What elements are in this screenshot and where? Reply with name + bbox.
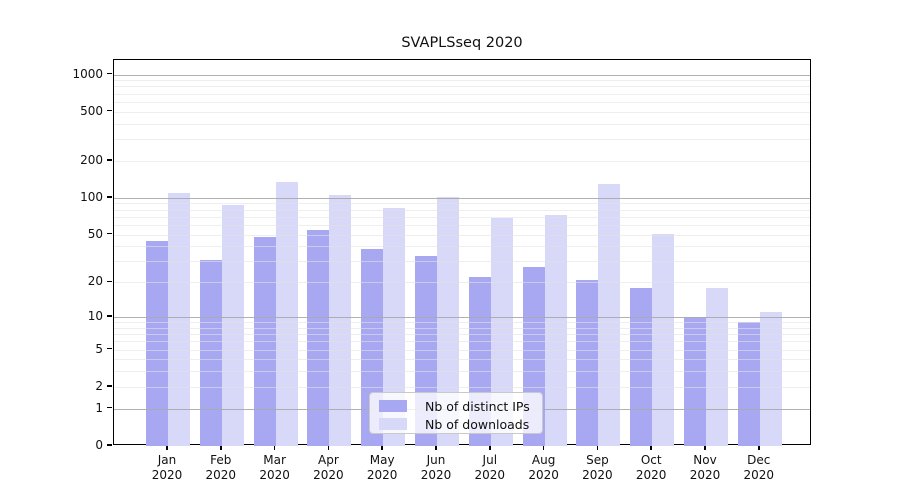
- x-tick-mark: [273, 445, 276, 450]
- y-tick-mark: [107, 232, 112, 235]
- x-tick-mark: [704, 445, 706, 450]
- legend-label: Nb of downloads: [425, 416, 530, 432]
- y-tick-label: 500: [80, 103, 103, 118]
- bar-downloads-sep: [598, 183, 621, 446]
- y-tick-label: 5: [95, 341, 103, 356]
- x-tick-label: Jul 2020: [474, 453, 506, 482]
- y-tick-mark: [107, 315, 112, 317]
- x-tick-label: Nov 2020: [689, 453, 721, 482]
- bar-downloads-dec: [759, 312, 782, 446]
- y-tick-label: 0: [95, 438, 103, 452]
- legend-label: Nb of distinct IPs: [425, 398, 530, 414]
- y-tick-label: 10: [87, 309, 103, 324]
- x-tick-label: Feb 2020: [205, 453, 237, 482]
- x-tick-mark: [596, 445, 599, 450]
- x-tick-label: Dec 2020: [743, 453, 775, 482]
- legend-entry: Nb of distinct IPs: [379, 398, 533, 414]
- bar-downloads-aug: [544, 214, 567, 446]
- bar-downloads-feb: [221, 204, 244, 446]
- bar-ips-sep: [576, 279, 599, 446]
- bar-downloads-jul: [490, 218, 513, 446]
- y-tick-label: 50: [87, 226, 103, 241]
- y-tick-mark: [107, 385, 112, 387]
- y-tick-mark: [107, 196, 112, 198]
- legend: Nb of distinct IPs Nb of downloads: [369, 392, 543, 434]
- y-tick-mark: [107, 347, 112, 350]
- bar-ips-dec: [737, 322, 760, 446]
- plot-area: [113, 59, 811, 446]
- y-tick-label: 1000: [72, 66, 103, 81]
- x-tick-label: Mar 2020: [259, 453, 290, 482]
- y-tick-label: 1: [95, 400, 103, 415]
- y-tick-label: 200: [80, 152, 103, 167]
- x-tick-mark: [489, 445, 491, 450]
- bar-downloads-jan: [168, 192, 190, 446]
- bar-downloads-mar: [275, 181, 298, 446]
- y-tick-label: 100: [80, 189, 103, 204]
- legend-swatch: [379, 400, 407, 412]
- bar-ips-oct: [630, 287, 653, 446]
- chart-title: SVAPLSseq 2020: [401, 35, 523, 51]
- x-tick-label: Jan 2020: [151, 453, 183, 482]
- bar-ips-apr: [307, 229, 330, 446]
- y-tick-mark: [107, 444, 112, 446]
- bar-downloads-apr: [329, 194, 352, 446]
- x-tick-mark: [220, 445, 222, 450]
- x-tick-mark: [166, 445, 168, 450]
- x-tick-label: Aug 2020: [528, 453, 559, 482]
- y-tick-label: 20: [87, 274, 103, 289]
- bars-layer: [114, 60, 810, 446]
- y-tick-label: 2: [95, 378, 103, 393]
- legend-swatch: [379, 418, 407, 430]
- bar-ips-mar: [253, 236, 276, 446]
- bar-downloads-nov: [706, 287, 728, 446]
- x-tick-mark: [650, 445, 652, 450]
- y-tick-mark: [107, 406, 112, 409]
- legend-entry: Nb of downloads: [379, 416, 533, 432]
- bar-downloads-oct: [652, 233, 675, 446]
- bar-ips-nov: [684, 317, 706, 446]
- x-tick-label: Sep 2020: [582, 453, 613, 482]
- y-tick-mark: [107, 280, 112, 283]
- x-tick-mark: [327, 445, 330, 450]
- y-tick-mark: [107, 159, 112, 161]
- bar-ips-feb: [199, 259, 222, 446]
- x-tick-label: Apr 2020: [313, 453, 344, 482]
- x-tick-mark: [381, 445, 383, 450]
- x-tick-label: Jun 2020: [420, 453, 452, 482]
- bar-ips-jan: [146, 241, 168, 446]
- y-tick-mark: [107, 109, 112, 112]
- x-tick-label: Oct 2020: [635, 453, 667, 482]
- bar-downloads-jun: [437, 196, 459, 446]
- x-tick-label: May 2020: [366, 453, 398, 482]
- y-tick-mark: [107, 72, 112, 75]
- bar-downloads-may: [383, 207, 406, 446]
- x-tick-mark: [758, 445, 760, 450]
- x-tick-mark: [435, 445, 437, 450]
- x-tick-mark: [542, 445, 545, 450]
